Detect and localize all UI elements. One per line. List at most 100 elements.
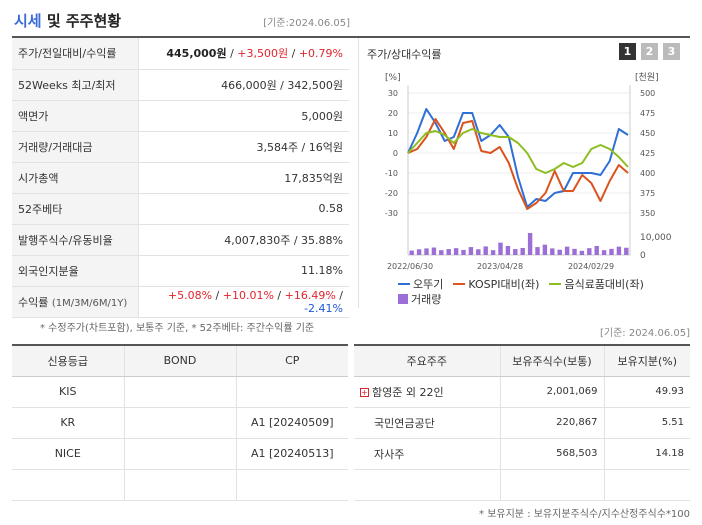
legend-label: KOSPI대비(좌) xyxy=(468,277,540,291)
table-cell: 5.51 xyxy=(603,407,690,439)
expand-icon[interactable]: + xyxy=(360,388,369,397)
table-cell xyxy=(499,469,604,501)
col-header: BOND xyxy=(123,344,236,377)
chart-panel: 주가/상대수익률 1 2 3 xyxy=(358,38,690,308)
legend-swatch xyxy=(398,293,408,304)
foreign-label: 외국인지분율 xyxy=(12,255,139,287)
mktcap-value: 17,835억원 xyxy=(138,162,349,194)
table-row: 국민연금공단 220,867 5.51 xyxy=(354,407,690,439)
col-header: CP xyxy=(235,344,348,377)
foreign-value: 11.18% xyxy=(138,255,349,287)
holder-name[interactable]: 함영준 외 22인 xyxy=(372,385,444,399)
section-title-holders: 및 주주현황 xyxy=(41,12,122,30)
legend-item-kospi[interactable]: KOSPI대비(좌) xyxy=(453,276,539,292)
shares-value: 4,007,830주 / 35.88% xyxy=(138,224,349,256)
table-row: 액면가 5,000원 xyxy=(12,100,349,132)
table-row: 거래량/거래대금 3,584주 / 16억원 xyxy=(12,131,349,163)
table-cell xyxy=(235,376,348,408)
return-3m: +10.01% xyxy=(222,288,274,302)
price-values: 445,000원 / +3,500원 / +0.79% xyxy=(138,38,349,70)
table-row: KIS xyxy=(12,376,348,408)
table-cell xyxy=(354,469,500,501)
table-header-row: 신용등급 BOND CP xyxy=(12,344,348,377)
holders-footnote: * 보유지분 : 보유지분주식수/지수산정주식수*100 xyxy=(479,509,690,520)
legend-label: 오뚜기 xyxy=(413,277,444,291)
week52-value: 466,000원 / 342,500원 xyxy=(138,69,349,101)
holder-name: 국민연금공단 xyxy=(374,416,435,430)
separator: / xyxy=(226,47,238,61)
par-value: 5,000원 xyxy=(138,100,349,132)
chart-tab-3[interactable]: 3 xyxy=(663,43,680,60)
table-row xyxy=(12,469,348,501)
table-cell xyxy=(603,469,690,501)
beta-value: 0.58 xyxy=(138,193,349,225)
table-cell: 49.93 xyxy=(603,376,690,408)
separator: / xyxy=(273,288,285,302)
table-cell: NICE xyxy=(12,438,124,470)
table-cell: 568,503 xyxy=(499,438,604,470)
section-title-price: 시세 xyxy=(14,12,42,30)
table-cell xyxy=(123,469,236,501)
table-row: 52Weeks 최고/최저 466,000원 / 342,500원 xyxy=(12,69,349,101)
col-header: 주요주주 xyxy=(354,344,500,377)
returns-label-sub: (1M/3M/6M/1Y) xyxy=(51,297,128,309)
table-cell xyxy=(12,469,124,501)
table-header-row: 주요주주 보유주식수(보통) 보유지분(%) xyxy=(354,344,690,377)
chart-title: 주가/상대수익률 xyxy=(367,48,442,61)
shares-label: 발행주식수/유동비율 xyxy=(12,224,139,256)
holder-name-cell: + 함영준 외 22인 xyxy=(354,376,500,408)
mktcap-label: 시가총액 xyxy=(12,162,139,194)
volume-value: 3,584주 / 16억원 xyxy=(138,131,349,163)
price-change: +3,500원 xyxy=(237,47,289,61)
table-row: 발행주식수/유동비율 4,007,830주 / 35.88% xyxy=(12,224,349,256)
price-rate: +0.79% xyxy=(298,47,343,61)
quote-footnote: * 수정주가(차트포함), 보통주 기준, * 52주베타: 주간수익률 기준 xyxy=(40,323,315,334)
returns-label-text: 수익률 xyxy=(18,295,49,309)
table-row: 주가/전일대비/수익률 445,000원 / +3,500원 / +0.79% xyxy=(12,38,349,70)
col-header: 보유지분(%) xyxy=(603,344,690,377)
current-price: 445,000원 xyxy=(166,47,227,61)
volume-label: 거래량/거래대금 xyxy=(12,131,139,163)
table-row: 자사주 568,503 14.18 xyxy=(354,438,690,470)
returns-label: 수익률 (1M/3M/6M/1Y) xyxy=(12,286,139,318)
legend-swatch xyxy=(549,282,562,285)
beta-label: 52주베타 xyxy=(12,193,139,225)
table-cell xyxy=(123,438,236,470)
chart-tab-1[interactable]: 1 xyxy=(619,43,636,60)
return-1m: +5.08% xyxy=(167,288,213,302)
legend-label: 거래량 xyxy=(411,292,442,306)
table-cell: A1 [20240509] xyxy=(235,407,348,439)
separator: / xyxy=(335,288,343,302)
legend-swatch xyxy=(453,282,466,285)
par-label: 액면가 xyxy=(12,100,139,132)
separator: / xyxy=(288,47,299,61)
holder-name-cell: 자사주 xyxy=(354,438,500,470)
table-cell xyxy=(123,407,236,439)
table-row: 52주베타 0.58 xyxy=(12,193,349,225)
legend-swatch xyxy=(398,282,410,285)
legend-item-volume[interactable]: 거래량 xyxy=(398,291,441,307)
table-row: + 함영준 외 22인 2,001,069 49.93 xyxy=(354,376,690,408)
table-row: 외국인지분율 11.18% xyxy=(12,255,349,287)
chart-tab-2[interactable]: 2 xyxy=(641,43,658,60)
table-cell: 14.18 xyxy=(603,438,690,470)
quote-table: 주가/전일대비/수익률 445,000원 / +3,500원 / +0.79% … xyxy=(12,38,349,318)
table-row: KR A1 [20240509] xyxy=(12,407,348,439)
legend-item-ottogi[interactable]: 오뚜기 xyxy=(398,276,443,292)
holders-base-date: [기준: 2024.06.05] xyxy=(599,328,690,339)
table-cell: 2,001,069 xyxy=(499,376,604,408)
credit-rating-table: 신용등급 BOND CP KIS KR A1 [20240509] NICE A… xyxy=(12,344,348,501)
col-header: 보유주식수(보통) xyxy=(499,344,604,377)
table-row: 시가총액 17,835억원 xyxy=(12,162,349,194)
legend-item-food[interactable]: 음식료품대비(좌) xyxy=(549,276,644,292)
table-row: NICE A1 [20240513] xyxy=(12,438,348,470)
base-date: [기준:2024.06.05] xyxy=(263,18,350,29)
table-cell xyxy=(123,376,236,408)
section-header: 시세 및 주주현황 [기준:2024.06.05] xyxy=(14,10,350,32)
table-cell: KIS xyxy=(12,376,124,408)
col-header: 신용등급 xyxy=(12,344,124,377)
table-cell: KR xyxy=(12,407,124,439)
table-cell xyxy=(235,469,348,501)
return-1y: -2.41% xyxy=(304,301,343,315)
table-cell: A1 [20240513] xyxy=(235,438,348,470)
